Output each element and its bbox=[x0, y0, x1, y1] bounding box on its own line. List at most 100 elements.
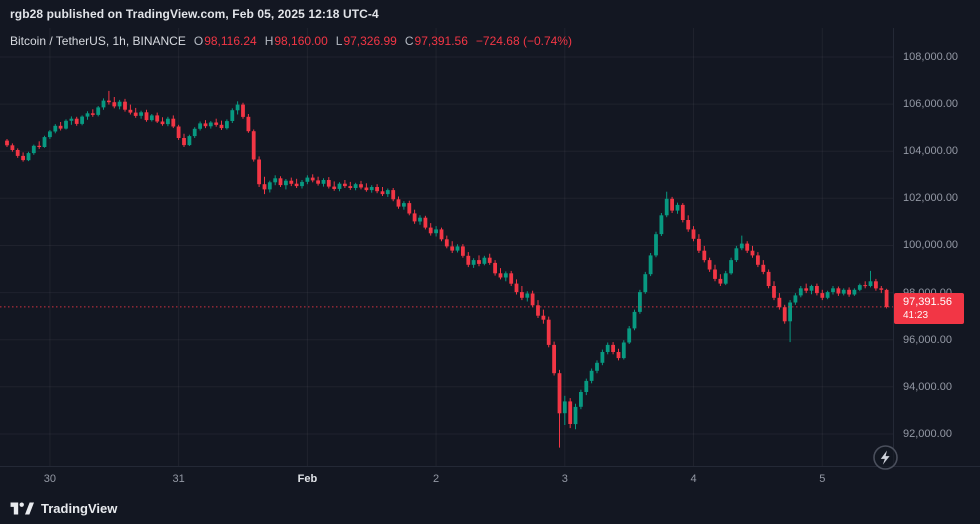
candle-body bbox=[133, 112, 138, 116]
candle-body bbox=[487, 257, 492, 263]
candle-body bbox=[101, 100, 106, 108]
ohlc-close: C97,391.56 bbox=[405, 34, 468, 48]
price-axis-label: 94,000.00 bbox=[903, 380, 952, 393]
footer-bar: TradingView bbox=[0, 492, 980, 524]
candle-body bbox=[793, 295, 798, 303]
lightning-button[interactable] bbox=[872, 444, 899, 471]
candle-body bbox=[42, 137, 47, 147]
candle-body bbox=[166, 118, 170, 125]
candle-body bbox=[841, 289, 846, 294]
candle-body bbox=[750, 250, 755, 256]
open-value: 98,116.24 bbox=[204, 34, 257, 48]
candle-body bbox=[616, 352, 621, 359]
candle-body bbox=[831, 288, 835, 293]
candle-body bbox=[857, 285, 862, 290]
time-axis-label[interactable]: 2 bbox=[433, 473, 440, 485]
candle-body bbox=[262, 184, 267, 190]
candle-body bbox=[648, 255, 653, 275]
candle-body bbox=[536, 305, 540, 316]
candle-body bbox=[69, 118, 74, 121]
high-value: 98,160.00 bbox=[274, 34, 328, 48]
candle-body bbox=[466, 255, 471, 265]
candle-body bbox=[697, 238, 701, 251]
bar-countdown: 41:23 bbox=[903, 309, 929, 321]
candle-body bbox=[149, 115, 154, 121]
candle-body bbox=[396, 199, 401, 207]
candle-body bbox=[852, 289, 857, 295]
candle-body bbox=[664, 198, 669, 216]
candle-body bbox=[225, 121, 229, 129]
candle-body bbox=[418, 217, 422, 222]
time-axis-label[interactable]: 30 bbox=[43, 473, 57, 485]
candle-body bbox=[230, 110, 235, 121]
candle-body bbox=[455, 246, 460, 251]
tradingview-wordmark[interactable]: TradingView bbox=[41, 500, 118, 516]
price-axis-label: 104,000.00 bbox=[903, 145, 959, 158]
candle-body bbox=[123, 101, 127, 110]
candle-body bbox=[37, 145, 42, 147]
candle-body bbox=[300, 181, 304, 187]
candle-body bbox=[321, 180, 326, 184]
low-label: L bbox=[335, 34, 343, 48]
candle-body bbox=[364, 187, 369, 191]
candle-body bbox=[48, 131, 52, 138]
candle-body bbox=[520, 292, 524, 298]
last-price-label: 97,391.56 41:23 bbox=[894, 292, 964, 324]
price-axis[interactable]: 97,391.56 41:23 108,000.00 106,000.00 104,… bbox=[893, 28, 980, 466]
candle-body bbox=[326, 180, 331, 187]
candle-body bbox=[74, 118, 79, 124]
candle-body bbox=[5, 140, 9, 146]
symbol-title[interactable]: Bitcoin / TetherUS, 1h, BINANCE bbox=[10, 34, 186, 48]
time-axis-label[interactable]: Feb bbox=[297, 473, 318, 485]
price-axis-label: 106,000.00 bbox=[903, 98, 959, 111]
candle-body bbox=[64, 120, 68, 129]
candle-body bbox=[375, 187, 379, 192]
candle-body bbox=[482, 257, 487, 264]
candle-body bbox=[90, 113, 95, 115]
time-axis-label[interactable]: 31 bbox=[172, 473, 185, 485]
candle-body bbox=[584, 380, 589, 392]
candle-body bbox=[621, 342, 626, 359]
candle-body bbox=[359, 184, 363, 188]
candle-body bbox=[804, 288, 809, 291]
candle-body bbox=[836, 288, 841, 294]
candle-body bbox=[503, 273, 508, 278]
candle-body bbox=[31, 145, 36, 154]
candle-body bbox=[428, 227, 433, 234]
candlestick-chart[interactable] bbox=[0, 28, 893, 466]
candle-body bbox=[734, 248, 739, 261]
candle-body bbox=[412, 213, 417, 222]
candle-body bbox=[718, 278, 723, 284]
candle-body bbox=[187, 136, 192, 146]
candle-body bbox=[868, 281, 873, 286]
candle-body bbox=[53, 125, 58, 132]
candle-body bbox=[713, 269, 717, 279]
chart-pane[interactable]: Bitcoin / TetherUS, 1h, BINANCE O98,116.… bbox=[0, 28, 898, 470]
candle-body bbox=[198, 123, 202, 129]
candle-body bbox=[820, 293, 825, 298]
candle-body bbox=[809, 286, 814, 291]
candle-body bbox=[369, 187, 374, 191]
candle-body bbox=[659, 215, 664, 235]
candle-body bbox=[343, 183, 347, 187]
candle-body bbox=[208, 122, 213, 127]
price-axis-label: 108,000.00 bbox=[903, 50, 959, 63]
candle-body bbox=[96, 107, 101, 115]
candle-body bbox=[391, 190, 396, 200]
tradingview-logo-icon[interactable] bbox=[10, 501, 34, 516]
candle-body bbox=[562, 401, 567, 414]
time-axis-label[interactable]: 3 bbox=[561, 473, 568, 485]
close-value: 97,391.56 bbox=[414, 34, 468, 48]
time-axis-label[interactable]: 5 bbox=[819, 473, 826, 485]
candle-body bbox=[219, 124, 224, 129]
candle-body bbox=[353, 184, 358, 188]
chart-legend: Bitcoin / TetherUS, 1h, BINANCE O98,116.… bbox=[10, 34, 572, 48]
candle-body bbox=[847, 289, 851, 295]
open-label: O bbox=[193, 34, 204, 48]
candle-body bbox=[756, 255, 760, 265]
time-axis[interactable]: 30 31 Feb 2 3 4 5 bbox=[0, 466, 980, 492]
time-axis-label[interactable]: 4 bbox=[690, 473, 697, 485]
candle-body bbox=[493, 262, 497, 274]
candle-body bbox=[686, 220, 691, 230]
candle-body bbox=[160, 121, 165, 125]
